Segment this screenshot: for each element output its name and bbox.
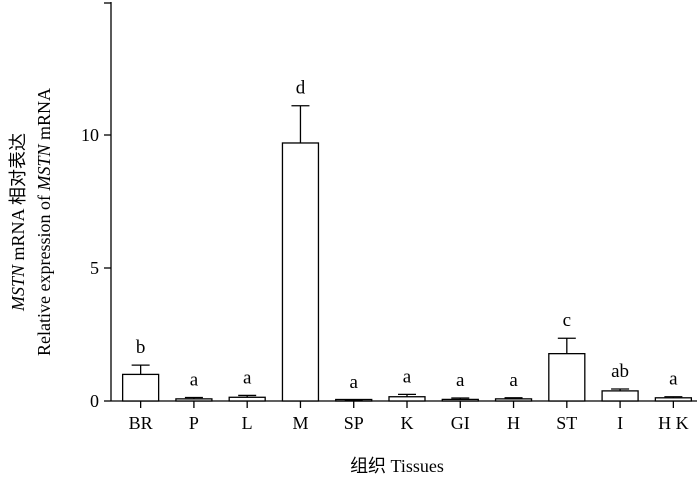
- x-tick-label: SP: [344, 413, 364, 433]
- significance-label: b: [136, 337, 146, 358]
- y-axis-title-line2: Relative expression of MSTN mRNA: [34, 88, 54, 356]
- bar: [121, 373, 160, 402]
- x-tick-label: ST: [556, 413, 577, 433]
- bar: [228, 396, 266, 402]
- significance-label: a: [190, 370, 199, 391]
- significance-label: a: [456, 370, 465, 391]
- significance-label: a: [669, 369, 678, 390]
- x-tick-label: GI: [451, 413, 470, 433]
- labels: BR b Pa La Md SP a Ka GI a Ha ST c Iab H K a: [129, 78, 689, 433]
- bar: [281, 142, 320, 402]
- y-tick-label: 5: [90, 258, 99, 278]
- x-tick-label: L: [242, 413, 253, 433]
- bar: [601, 390, 639, 402]
- bar: [494, 398, 533, 402]
- significance-label: d: [296, 78, 306, 99]
- significance-label: ab: [611, 361, 629, 382]
- x-tick-label: H K: [658, 413, 689, 433]
- y-tick-label: 0: [90, 391, 99, 411]
- x-tick-label: M: [292, 413, 308, 433]
- x-tick-label: K: [401, 413, 414, 433]
- significance-label: c: [563, 310, 571, 331]
- bar: [654, 397, 693, 402]
- significance-label: a: [509, 370, 518, 391]
- x-tick-label: H: [507, 413, 520, 433]
- bar: [548, 353, 586, 402]
- x-tick-label: P: [189, 413, 199, 433]
- bars: [121, 142, 693, 402]
- y-tick-label: 10: [81, 125, 99, 145]
- bar: [388, 396, 426, 402]
- error-bars: [131, 105, 683, 401]
- axes: 0 5 10: [81, 2, 697, 411]
- significance-label: a: [350, 372, 359, 393]
- y-axis-title: MSTN mRNA 相对表达 Relative expression of MS…: [8, 88, 54, 356]
- x-tick-label: BR: [129, 413, 153, 433]
- x-tick-label: I: [617, 413, 623, 433]
- bar: [441, 398, 479, 402]
- x-axis-title: 组织 Tissues: [350, 456, 444, 476]
- y-axis-title-line1: MSTN mRNA 相对表达: [8, 133, 28, 312]
- significance-label: a: [403, 366, 412, 387]
- bar: [175, 398, 213, 402]
- significance-label: a: [243, 367, 252, 388]
